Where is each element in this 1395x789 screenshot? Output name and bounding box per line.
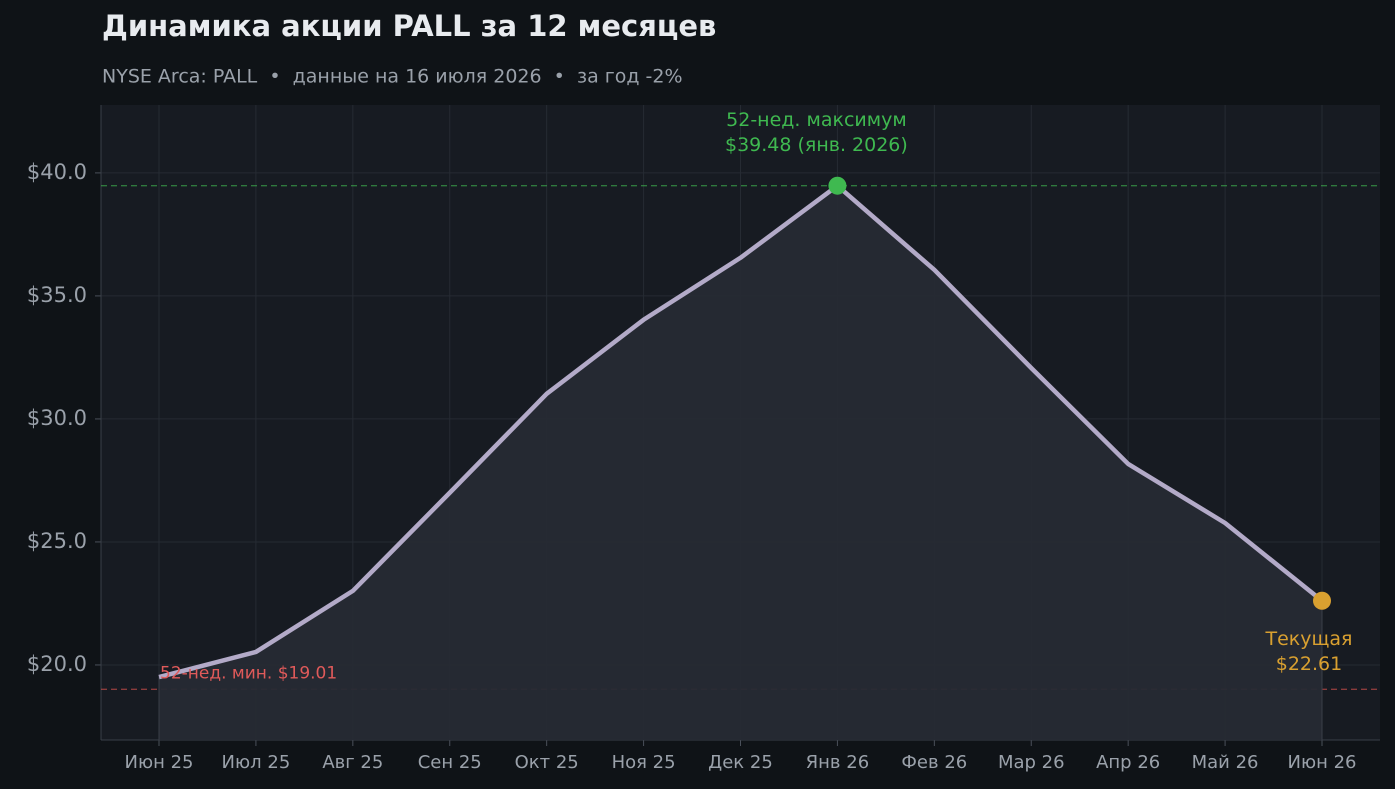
max-annotation: 52-нед. максимум [726,109,907,131]
y-tick-label: $35.0 [27,283,87,307]
x-tick-label: Мар 26 [998,752,1065,773]
x-tick-label: Май 26 [1192,752,1259,773]
x-tick-label: Июл 25 [222,752,291,773]
y-tick-label: $40.0 [27,160,87,184]
last-marker [1313,591,1331,610]
x-tick-label: Июн 25 [124,752,193,773]
x-tick-label: Дек 25 [708,752,773,773]
min-annotation: 52-нед. мин. $19.01 [160,663,337,683]
y-tick-label: $30.0 [27,406,87,430]
chart-title: Динамика акции PALL за 12 месяцев [102,9,716,43]
x-tick-label: Ноя 25 [612,752,676,773]
x-tick-label: Авг 25 [322,752,383,773]
y-tick-label: $25.0 [27,529,87,553]
y-tick-label: $20.0 [27,652,87,676]
x-tick-label: Фев 26 [901,752,967,773]
x-tick-label: Янв 26 [806,752,870,773]
max-annotation: $39.48 (янв. 2026) [725,134,908,156]
x-tick-label: Сен 25 [418,752,482,773]
area [159,185,1322,741]
x-tick-label: Апр 26 [1096,752,1160,773]
last-annotation: $22.61 [1276,653,1342,675]
line [158,183,1324,680]
last-annotation: Текущая [1265,628,1353,650]
max-marker [828,176,847,195]
chart-subtitle: NYSE Arca: PALL • данные на 16 июля 2026… [102,66,683,88]
x-tick-label: Июн 26 [1287,752,1356,773]
x-tick-label: Окт 25 [515,752,579,773]
